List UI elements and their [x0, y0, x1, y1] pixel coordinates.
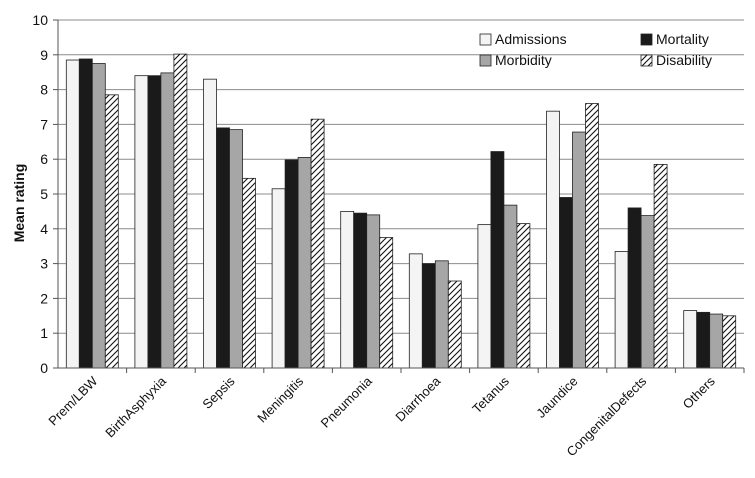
bar-admissions — [614, 251, 629, 369]
bar-mortality — [559, 197, 573, 369]
bar-admissions — [271, 188, 286, 369]
y-tick-label: 6 — [40, 151, 48, 167]
bar-morbidity — [640, 215, 655, 369]
x-tick-label: Tetanus — [469, 373, 512, 416]
y-tick-label: 8 — [40, 82, 48, 98]
bar-disability — [310, 118, 325, 369]
bar-morbidity — [709, 313, 724, 369]
y-tick-label: 2 — [40, 290, 48, 306]
legend-swatch-morbidity — [479, 54, 492, 67]
y-tick-label: 5 — [40, 186, 48, 202]
bar-morbidity — [434, 260, 449, 369]
x-axis-labels: Prem/LBW BirthAsphyxia Sepsis Meningitis Pne… — [45, 368, 745, 459]
bar-disability — [447, 280, 462, 369]
bar-disability — [104, 94, 119, 369]
y-axis-ticks: 0 1 2 3 4 5 6 7 8 9 10 — [32, 12, 58, 376]
bar-mortality — [147, 75, 162, 369]
y-tick-label: 10 — [32, 12, 48, 28]
x-tick-label: Sepsis — [199, 373, 238, 412]
bar-disability — [379, 237, 394, 369]
legend: Admissions Mortality Morbidity Disability — [479, 31, 712, 68]
x-tick-label: Prem/LBW — [45, 373, 101, 429]
y-tick-label: 4 — [40, 221, 48, 237]
bar-disability — [653, 164, 668, 369]
bar-mortality — [627, 207, 642, 369]
bar-admissions — [134, 75, 149, 369]
bar-morbidity — [297, 157, 312, 369]
bar-disability — [516, 223, 531, 369]
bars — [65, 53, 737, 369]
x-tick-label: Diarrhoea — [392, 373, 444, 425]
bar-morbidity — [366, 214, 381, 369]
bar-admissions — [477, 224, 492, 369]
bar-admissions — [203, 78, 217, 369]
x-tick-label: Others — [680, 373, 719, 412]
bar-disability — [173, 53, 188, 369]
x-tick-label: Pneumonia — [318, 373, 376, 431]
y-tick-label: 3 — [40, 256, 48, 272]
bar-disability — [585, 103, 599, 369]
bar-morbidity — [503, 204, 518, 369]
bar-admissions — [546, 110, 560, 369]
x-tick-label: BirthAsphyxia — [102, 373, 169, 440]
bar-morbidity — [572, 131, 586, 369]
bar-morbidity — [160, 72, 175, 369]
bar-mortality — [78, 58, 93, 369]
bar-admissions — [683, 310, 698, 369]
legend-label-morbidity: Morbidity — [495, 52, 552, 68]
bar-mortality — [284, 159, 299, 369]
legend-swatch-disability — [640, 54, 653, 67]
bar-mortality — [216, 127, 230, 369]
x-tick-label: Jaundice — [533, 374, 580, 421]
legend-label-disability: Disability — [656, 52, 712, 68]
bar-mortality — [490, 151, 505, 369]
legend-label-admissions: Admissions — [495, 31, 567, 47]
y-axis-title: Mean rating — [11, 164, 27, 243]
legend-swatch-mortality — [640, 33, 653, 46]
bar-morbidity — [229, 129, 243, 369]
y-tick-label: 9 — [40, 47, 48, 63]
y-tick-label: 1 — [40, 325, 48, 341]
y-tick-label: 7 — [40, 116, 48, 132]
bar-mortality — [696, 311, 711, 369]
bar-disability — [722, 315, 737, 369]
bar-admissions — [340, 210, 355, 369]
legend-swatch-admissions — [479, 33, 492, 46]
bar-mortality — [421, 263, 436, 369]
bar-mortality — [353, 212, 368, 369]
bar-morbidity — [91, 63, 106, 369]
y-tick-label: 0 — [40, 360, 48, 376]
bar-admissions — [408, 253, 423, 369]
bar-disability — [242, 177, 256, 369]
x-tick-label: Meningitis — [254, 373, 306, 425]
legend-label-mortality: Mortality — [656, 31, 709, 47]
bar-admissions — [65, 59, 80, 369]
